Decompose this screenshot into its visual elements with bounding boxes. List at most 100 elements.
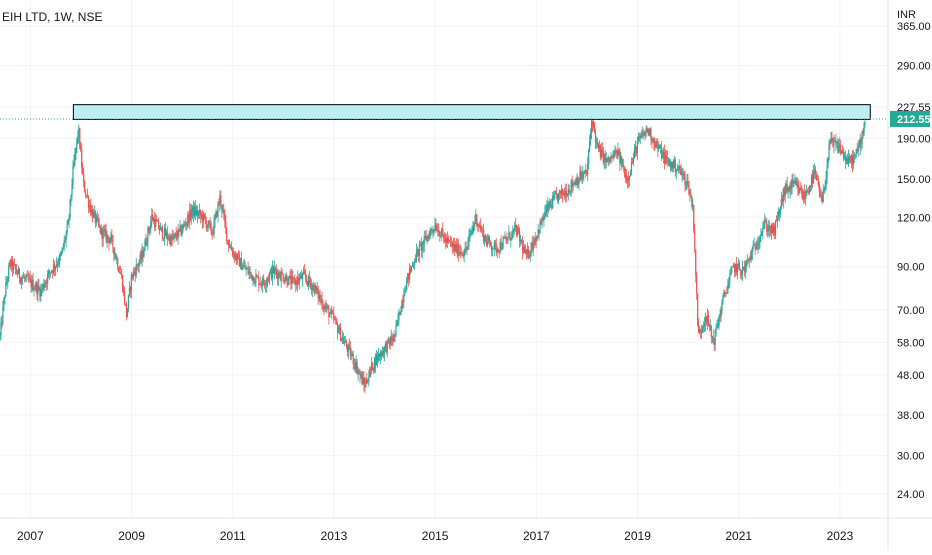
candle-body (155, 219, 157, 228)
candle-body (525, 250, 528, 255)
candle-body (408, 273, 410, 280)
candle-body (657, 144, 659, 150)
resistance-zone[interactable] (72, 104, 871, 120)
candle-body (528, 256, 530, 258)
candle-body (218, 203, 220, 205)
candle-body (311, 286, 313, 290)
candle-body (266, 281, 268, 286)
symbol-label: EIH LTD, 1W, NSE (2, 10, 103, 24)
candle-body (388, 338, 390, 342)
candle-body (152, 214, 154, 221)
candle-body (66, 224, 68, 233)
candle-body (743, 267, 745, 272)
candle-body (764, 220, 766, 225)
candle-body (545, 209, 547, 213)
candle-body (354, 363, 356, 369)
candle-body (251, 274, 253, 281)
candle-body (282, 274, 284, 282)
candle-body (433, 230, 435, 232)
candle-body (358, 371, 360, 373)
candle-body (115, 253, 117, 260)
candle-body (723, 292, 725, 297)
candle-body (0, 321, 2, 335)
candle-body (796, 183, 798, 186)
candle-body (490, 244, 492, 250)
candle-body (23, 277, 25, 279)
candle-body (253, 276, 255, 284)
candle-body (508, 232, 510, 238)
candle-body (488, 237, 491, 242)
candle-body (232, 253, 235, 255)
candle-body (541, 216, 543, 225)
candle-body (313, 284, 315, 294)
candle-body (104, 229, 106, 232)
candle-body (173, 234, 175, 238)
candle-body (775, 220, 778, 222)
candle-body (166, 232, 168, 239)
candle-body (332, 312, 334, 314)
candle-body (635, 147, 637, 154)
candle-body (303, 271, 306, 274)
candle-body (549, 201, 551, 206)
candle-body (87, 196, 90, 208)
candle-body (425, 236, 427, 241)
candle-body (640, 135, 642, 138)
candle-body (234, 254, 237, 259)
candle-body (250, 271, 252, 275)
candle-body (27, 276, 29, 280)
time-tick-label: 2017 (523, 529, 550, 543)
candle-body (157, 220, 159, 222)
candle-body (107, 234, 109, 239)
candle-body (231, 250, 234, 255)
candle-body (470, 232, 472, 234)
candle-body (575, 180, 577, 185)
candle-body (148, 227, 150, 231)
candle-body (395, 324, 397, 336)
candle-body (704, 317, 707, 324)
candle-body (47, 274, 49, 284)
candle-body (691, 197, 693, 207)
candle-body (851, 155, 853, 165)
candle-body (849, 159, 852, 162)
candle-body (726, 292, 728, 294)
candle-body (803, 191, 805, 200)
candle-body (383, 346, 385, 355)
candle-body (626, 174, 628, 182)
candle-body (806, 191, 808, 196)
price-tick-label: 48.00 (897, 370, 925, 382)
candle-body (643, 134, 645, 136)
candle-body (387, 338, 389, 341)
candle-body (847, 156, 850, 165)
candle-body (805, 195, 807, 200)
candle-body (108, 238, 110, 244)
candle-body (812, 171, 815, 184)
candle-body (730, 272, 732, 276)
candle-body (527, 249, 529, 258)
candle-body (298, 277, 300, 282)
candle-body (614, 150, 616, 157)
candle-body (289, 275, 291, 277)
candle-body (817, 179, 819, 185)
candle-body (455, 244, 457, 253)
candle-body (771, 224, 773, 233)
candle-body (681, 174, 683, 175)
candle-body (718, 315, 720, 326)
candle-body (216, 211, 218, 217)
candle-body (405, 290, 407, 293)
candle-body (406, 279, 408, 291)
candle-body (203, 213, 205, 218)
candle-body (699, 330, 701, 333)
candle-body (836, 141, 838, 144)
candle-body (650, 128, 652, 141)
candle-body (570, 180, 572, 192)
candle-body (716, 326, 718, 328)
candle-body (848, 156, 851, 160)
candle-body (67, 220, 69, 225)
candle-body (70, 195, 72, 200)
candle-body (381, 351, 384, 357)
candle-body (494, 242, 496, 244)
price-tick-label: 58.00 (897, 337, 925, 349)
candle-body (542, 216, 544, 221)
